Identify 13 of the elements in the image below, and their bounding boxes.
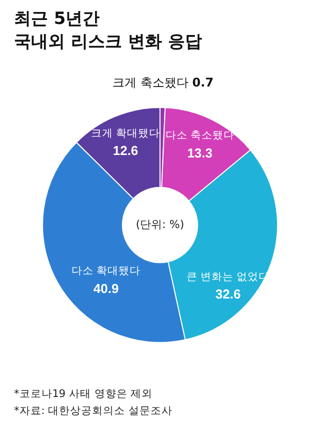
text: *코로나19 사태 영향은 제외 — [14, 387, 154, 402]
data-label: 12.6 — [112, 142, 138, 158]
slice-label: 크게 확대됐다 — [91, 127, 160, 140]
text: *자료: 대한상공회의소 설문조사 — [14, 404, 172, 419]
slice-label: 다소 축소됐다 — [165, 130, 234, 142]
data-label: 32.6 — [215, 286, 241, 302]
text: (단위: %) — [136, 218, 184, 231]
slice-label: 크게 축소됐다 — [112, 76, 192, 90]
data-label: 40.9 — [93, 280, 119, 296]
chart-title: 최근 5년간 국내외 리스크 변화 응답 — [14, 8, 202, 54]
slice-label: 다소 확대됐다 — [72, 265, 141, 278]
data-label: 0.7 — [192, 76, 214, 90]
data-label: 13.3 — [187, 145, 213, 160]
